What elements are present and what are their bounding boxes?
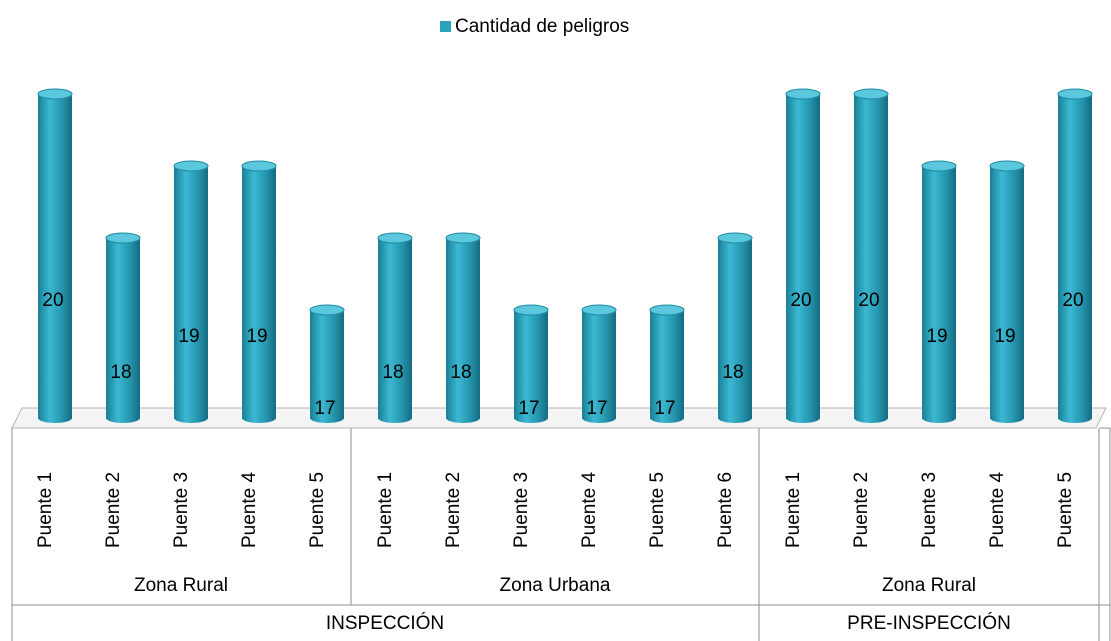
bar-part [1058, 94, 1092, 423]
bar-part [309, 304, 345, 316]
bar [581, 304, 617, 423]
bar-part [378, 238, 412, 423]
data-label: 19 [994, 326, 1015, 347]
bar-part [785, 88, 821, 100]
bar-part [582, 310, 616, 423]
data-label: 17 [654, 398, 675, 419]
bar [309, 304, 345, 423]
bar-part [514, 310, 548, 423]
bar-part [38, 94, 72, 423]
category-label: Puente 3 [171, 472, 192, 548]
bar-part [310, 310, 344, 423]
category-label: Puente 1 [35, 472, 56, 548]
bar-part [854, 94, 888, 423]
bar-part [106, 238, 140, 423]
bar-part [242, 166, 276, 423]
data-label: 19 [246, 326, 267, 347]
bar-part [377, 232, 413, 244]
category-label: Puente 4 [579, 472, 600, 548]
bar [377, 232, 413, 423]
category-label: Puente 2 [851, 472, 872, 548]
data-label: 20 [42, 290, 63, 311]
data-label: 18 [382, 362, 403, 383]
bar-part [853, 88, 889, 100]
bar-part [446, 238, 480, 423]
data-label: 18 [450, 362, 471, 383]
bar [173, 160, 209, 423]
subgroup-label: Zona Rural [134, 575, 228, 596]
data-label: 18 [110, 362, 131, 383]
bar [445, 232, 481, 423]
bar [853, 88, 889, 423]
data-label: 17 [586, 398, 607, 419]
category-label: Puente 2 [443, 472, 464, 548]
category-label: Puente 3 [919, 472, 940, 548]
group-label: PRE-INSPECCIÓN [847, 612, 1011, 634]
bar-part [105, 232, 141, 244]
category-label: Puente 5 [1055, 472, 1076, 548]
group-label: INSPECCIÓN [326, 612, 444, 634]
bar [649, 304, 685, 423]
category-label: Puente 1 [375, 472, 396, 548]
bar-part [173, 160, 209, 172]
bar-part [989, 160, 1025, 172]
bar-part [990, 166, 1024, 423]
data-label: 20 [1062, 290, 1083, 311]
category-label: Puente 1 [783, 472, 804, 548]
bar [241, 160, 277, 423]
data-label: 19 [926, 326, 947, 347]
category-label: Puente 2 [103, 472, 124, 548]
subgroup-label: Zona Rural [882, 575, 976, 596]
bar-part [650, 310, 684, 423]
bar [785, 88, 821, 423]
bar-part [921, 160, 957, 172]
bar [1057, 88, 1093, 423]
category-label: Puente 5 [647, 472, 668, 548]
bar-part [445, 232, 481, 244]
bar-part [786, 94, 820, 423]
bar-part [37, 88, 73, 100]
bar [513, 304, 549, 423]
category-label: Puente 4 [239, 472, 260, 548]
bar-part [649, 304, 685, 316]
bar [717, 232, 753, 423]
data-label: 20 [790, 290, 811, 311]
legend-label: Cantidad de peligros [455, 16, 629, 37]
data-label: 17 [314, 398, 335, 419]
data-label: 17 [518, 398, 539, 419]
bar [921, 160, 957, 423]
bar [989, 160, 1025, 423]
data-label: 19 [178, 326, 199, 347]
bar [105, 232, 141, 423]
bar-part [174, 166, 208, 423]
category-label: Puente 4 [987, 472, 1008, 548]
data-label: 20 [858, 290, 879, 311]
bar-part [581, 304, 617, 316]
bar-part [241, 160, 277, 172]
category-label: Puente 6 [715, 472, 736, 548]
bar-part [513, 304, 549, 316]
legend-swatch [440, 21, 451, 32]
bar-part [1057, 88, 1093, 100]
data-label: 18 [722, 362, 743, 383]
subgroup-label: Zona Urbana [500, 575, 611, 596]
bar [37, 88, 73, 423]
bar-part [717, 232, 753, 244]
bar-part [718, 238, 752, 423]
category-label: Puente 5 [307, 472, 328, 548]
category-label: Puente 3 [511, 472, 532, 548]
bar-part [922, 166, 956, 423]
